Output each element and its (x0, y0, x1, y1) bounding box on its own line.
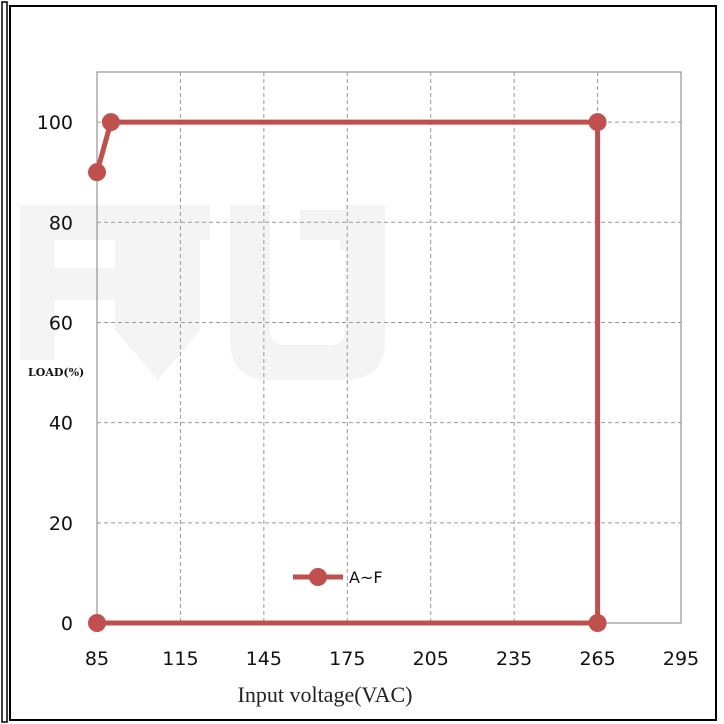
y-tick-label: 0 (61, 613, 73, 635)
data-point (588, 614, 607, 632)
outer-border (9, 5, 717, 721)
series-a-f (88, 113, 607, 632)
x-tick-label: 145 (246, 648, 282, 670)
y-tick-label: 80 (49, 212, 73, 234)
y-tick-label: 20 (49, 513, 73, 535)
data-point (88, 163, 106, 182)
legend-marker (309, 568, 327, 586)
y-tick-label: 100 (37, 112, 73, 134)
data-point (588, 113, 607, 132)
x-tick-label: 235 (496, 648, 532, 670)
x-tick-label: 85 (85, 648, 109, 670)
legend: A~F (293, 568, 383, 587)
outer-border-left (1, 1, 8, 723)
data-point (88, 614, 106, 632)
y-axis-label: LOAD(%) (28, 366, 84, 379)
x-axis-label: Input voltage(VAC) (238, 682, 413, 707)
x-tick-labels: 85 115 145 175 205 235 265 295 (85, 648, 699, 670)
x-tick-label: 265 (579, 648, 615, 670)
y-tick-label: 60 (49, 312, 73, 334)
plot-area: 0 20 40 60 80 100 85 115 145 175 205 235 265 295 (37, 71, 699, 670)
watermark-logo (20, 205, 385, 380)
y-tick-labels: 0 20 40 60 80 100 (37, 112, 73, 635)
x-tick-label: 115 (162, 648, 198, 670)
x-tick-label: 295 (663, 648, 699, 670)
legend-label: A~F (349, 568, 383, 587)
x-tick-label: 205 (413, 648, 449, 670)
y-tick-label: 40 (49, 413, 73, 435)
x-tick-label: 175 (329, 648, 365, 670)
data-point (101, 113, 120, 132)
